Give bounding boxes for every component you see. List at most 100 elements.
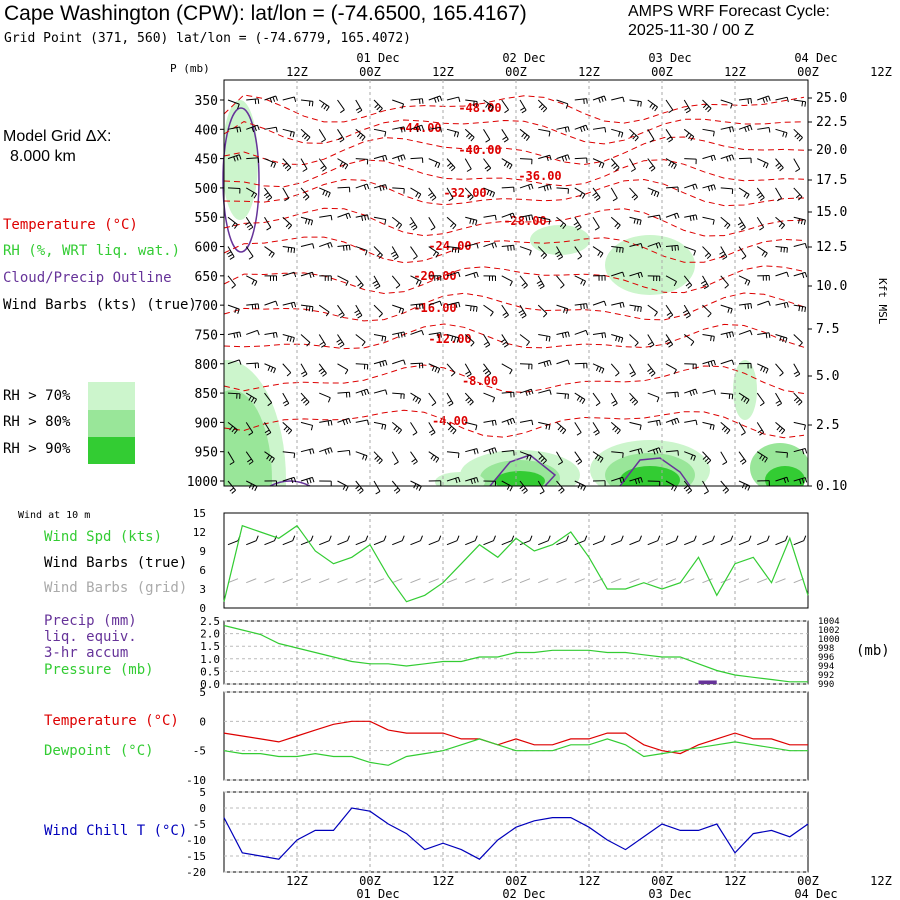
wind-barb	[465, 371, 471, 375]
wind-barb	[330, 420, 333, 426]
legend-rh90-swatch	[88, 437, 135, 464]
wind-barb	[381, 336, 384, 342]
wind-barb	[601, 368, 605, 374]
wind-barb	[567, 331, 570, 337]
wind-barb	[395, 284, 401, 289]
wind-barb	[521, 109, 527, 114]
wind-barb	[492, 397, 496, 403]
wind-barb	[397, 156, 401, 162]
wind-tick-label: 9	[199, 545, 206, 558]
wind-barb	[558, 461, 563, 465]
wind-barb	[615, 336, 618, 342]
pressure-unit: (mb)	[856, 643, 890, 659]
wind-barb	[304, 196, 310, 201]
wind-barb	[687, 284, 693, 289]
wind-barb	[556, 216, 567, 226]
wind-barb	[668, 344, 673, 348]
wind-barb	[302, 194, 308, 199]
wind-barb	[483, 99, 494, 108]
wind-barb	[428, 126, 441, 130]
wind-barb	[475, 306, 478, 312]
wind-barb	[702, 103, 708, 109]
wind-barb	[665, 158, 677, 166]
wind-barb	[234, 307, 237, 314]
wind-barb	[400, 155, 403, 161]
wind-barb	[611, 400, 617, 404]
surface-wind-barb-grid	[246, 578, 257, 584]
wind-barb	[592, 192, 597, 197]
surface-wind-barb-true	[282, 540, 293, 546]
wind-barb	[469, 401, 474, 406]
wind-barb	[227, 99, 240, 105]
wind-barb	[318, 363, 327, 374]
wind-barb	[726, 224, 731, 230]
wind-barb	[592, 451, 604, 459]
wind-barb	[446, 162, 452, 167]
surface-wind-barb-true	[785, 535, 788, 541]
wind-barb	[231, 427, 236, 433]
wind-barb	[382, 185, 385, 191]
wind-barb	[713, 155, 716, 161]
wind-barb	[526, 454, 529, 460]
wind-barb	[421, 125, 424, 131]
wind-barb	[740, 396, 745, 401]
wind-barb	[676, 418, 680, 424]
wind-chill-line	[223, 807, 809, 860]
bottom-time-label: 12Z	[870, 874, 892, 888]
wind-barb	[300, 448, 313, 453]
isotherm-line	[223, 292, 805, 322]
wind-barb	[282, 162, 288, 167]
wind-barb	[384, 219, 387, 225]
wind-barb	[647, 419, 660, 423]
wind-barb	[337, 136, 343, 140]
wind-barb	[457, 452, 460, 459]
wind-barb	[556, 451, 564, 463]
wind-barb	[798, 306, 801, 312]
wind-barb	[640, 477, 643, 483]
wind-barb	[355, 158, 368, 160]
wind-barb	[592, 300, 605, 306]
surface-wind-barb-grid	[757, 578, 768, 584]
wind-barb	[793, 187, 803, 198]
wind-barb	[727, 307, 730, 313]
wind-barb	[275, 127, 278, 133]
wind-barb	[446, 392, 454, 404]
wind-barb	[795, 168, 801, 172]
wind-barb	[523, 490, 528, 494]
wind-barb	[758, 194, 763, 199]
wind-barb	[254, 281, 258, 287]
wind-barb	[793, 448, 806, 453]
wind-barb	[465, 99, 478, 103]
wind-barb	[466, 373, 472, 378]
precip-tick-label: 0.0	[200, 678, 220, 691]
surface-wind-barb-true	[529, 535, 533, 541]
wind-barb	[598, 367, 602, 373]
wind-barb	[720, 187, 733, 190]
wind-barb	[684, 312, 690, 316]
wind-barb	[803, 219, 806, 225]
wind-barb	[745, 399, 750, 405]
wind-barb	[548, 336, 551, 342]
wind-barb	[783, 478, 787, 484]
wind-barb	[518, 309, 524, 314]
wind-barb	[747, 280, 751, 286]
wind-barb	[415, 127, 419, 133]
isotherm-label: -24.00	[428, 239, 471, 253]
wind-barb	[312, 243, 315, 249]
wind-barb	[476, 243, 479, 249]
wind-barb	[649, 139, 655, 143]
cloud-outline	[269, 480, 311, 487]
wind-barb	[484, 165, 490, 170]
wind-barb	[793, 304, 806, 308]
wind-barb	[704, 457, 710, 463]
wind-barb	[395, 427, 400, 433]
wind-barb	[469, 196, 474, 201]
wind-barb	[227, 126, 240, 130]
wind-barb	[579, 397, 583, 403]
precip-tick-label: 0.5	[200, 665, 220, 678]
wind-barb	[476, 272, 479, 278]
wind-barb	[629, 271, 642, 277]
wind-barb	[251, 127, 255, 133]
wind-barb	[629, 243, 642, 248]
wind-barb	[649, 370, 654, 375]
